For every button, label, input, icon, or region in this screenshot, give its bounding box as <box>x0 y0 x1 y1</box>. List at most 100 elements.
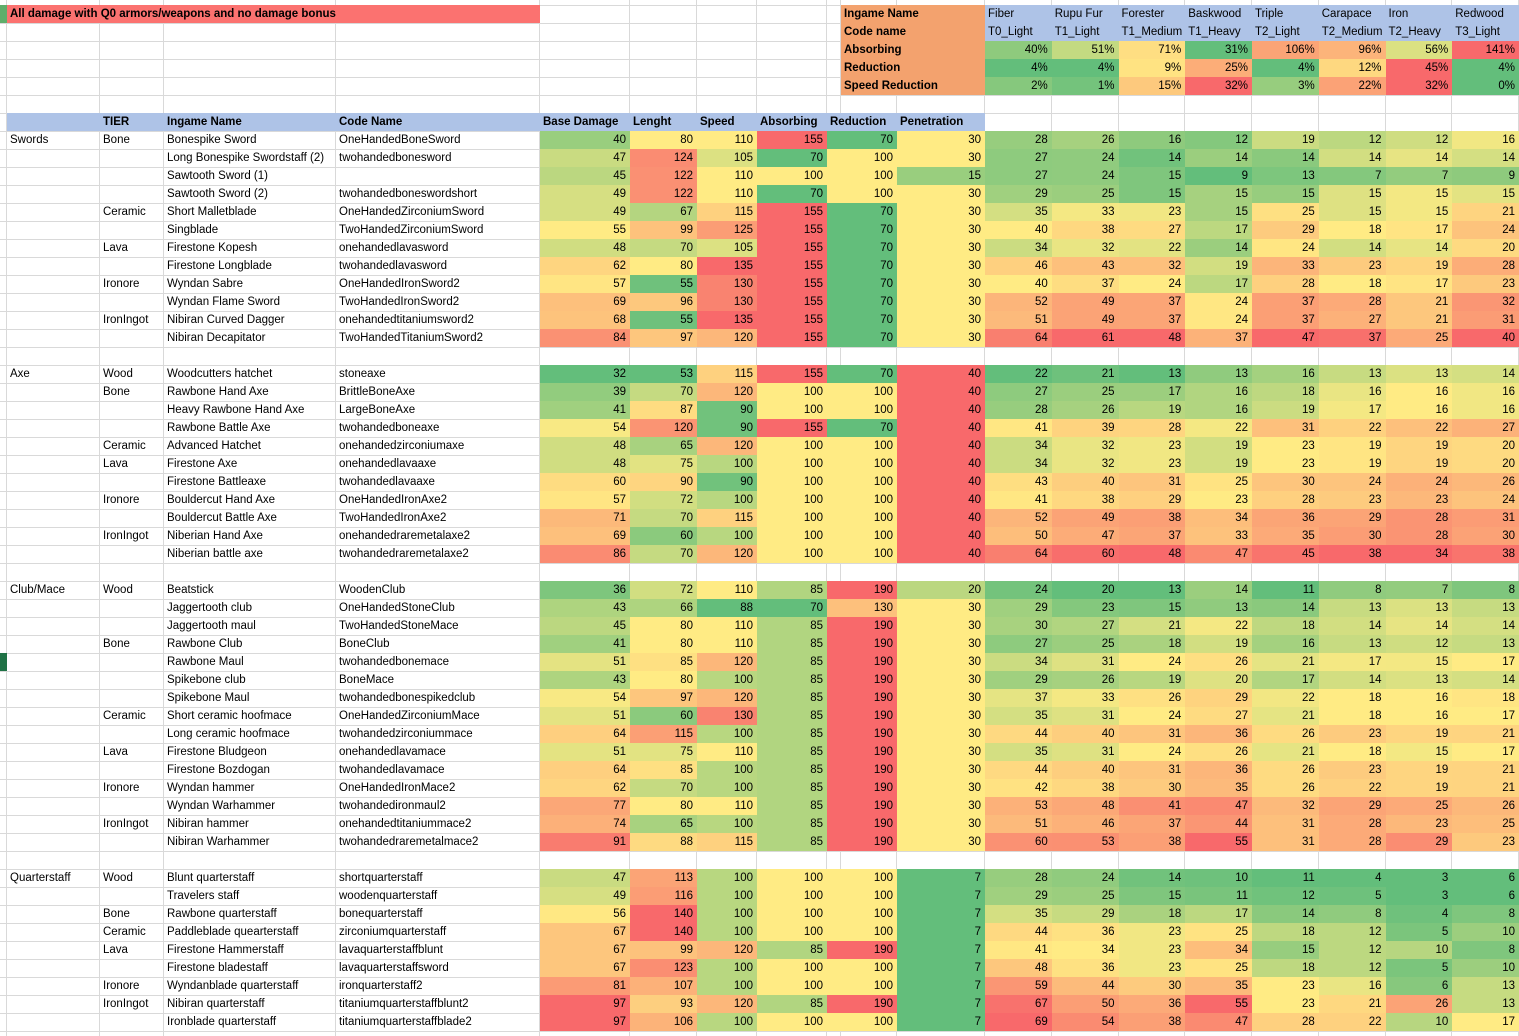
weapon-stat-value[interactable]: 110 <box>697 185 757 203</box>
armor-reduction-value[interactable]: 45% <box>1385 59 1453 77</box>
weapon-damage-value[interactable]: 13 <box>1118 581 1186 599</box>
weapon-stat-value[interactable]: 45 <box>540 167 630 185</box>
weapon-stat-value[interactable]: 155 <box>757 293 827 311</box>
weapon-stat-value[interactable]: 100 <box>757 437 827 455</box>
weapon-code[interactable]: BrittleBoneAxe <box>339 386 416 398</box>
weapon-damage-value[interactable]: 28 <box>1252 275 1319 293</box>
weapon-damage-value[interactable]: 31 <box>1452 311 1519 329</box>
weapon-stat-value[interactable]: 100 <box>827 185 897 203</box>
weapon-damage-value[interactable]: 14 <box>1318 149 1386 167</box>
weapon-damage-value[interactable]: 10 <box>1385 1013 1453 1031</box>
weapon-damage-value[interactable]: 61 <box>1051 329 1119 347</box>
weapon-damage-value[interactable]: 18 <box>1118 635 1186 653</box>
weapon-stat-value[interactable]: 70 <box>827 311 897 329</box>
weapon-damage-value[interactable]: 16 <box>1185 401 1252 419</box>
weapon-damage-value[interactable]: 12 <box>1318 923 1386 941</box>
weapon-code[interactable]: ironquarterstaff2 <box>339 980 423 992</box>
weapon-damage-value[interactable]: 24 <box>985 581 1052 599</box>
weapon-damage-value[interactable]: 52 <box>985 509 1052 527</box>
weapon-code[interactable]: lavaquarterstaffblunt <box>339 944 443 956</box>
weapon-damage-value[interactable]: 64 <box>985 329 1052 347</box>
armor-name[interactable]: Forester <box>1118 5 1186 23</box>
weapon-name[interactable]: Sawtooth Sword (1) <box>167 170 268 182</box>
weapon-damage-value[interactable]: 15 <box>1318 203 1386 221</box>
weapon-stat-value[interactable]: 30 <box>897 185 985 203</box>
weapon-damage-value[interactable]: 37 <box>1118 815 1186 833</box>
weapon-name[interactable]: Firestone Axe <box>167 458 238 470</box>
weapon-tier[interactable]: Wood <box>103 584 133 596</box>
weapon-damage-value[interactable]: 24 <box>1385 473 1453 491</box>
weapon-damage-value[interactable]: 8 <box>1452 581 1519 599</box>
armor-absorbing-value[interactable]: 141% <box>1452 41 1519 59</box>
weapon-damage-value[interactable]: 33 <box>1185 527 1252 545</box>
weapon-damage-value[interactable]: 35 <box>1252 527 1319 545</box>
weapon-damage-value[interactable]: 35 <box>985 743 1052 761</box>
weapon-damage-value[interactable]: 24 <box>1051 869 1119 887</box>
weapon-damage-value[interactable]: 16 <box>1252 365 1319 383</box>
weapon-damage-value[interactable]: 28 <box>1252 1013 1319 1031</box>
weapon-stat-value[interactable]: 97 <box>630 689 697 707</box>
weapon-damage-value[interactable]: 21 <box>1385 311 1453 329</box>
weapon-damage-value[interactable]: 17 <box>1185 221 1252 239</box>
weapon-code[interactable]: OneHandedIronSword2 <box>339 278 460 290</box>
weapon-stat-value[interactable]: 30 <box>897 293 985 311</box>
weapon-stat-value[interactable]: 116 <box>630 887 697 905</box>
weapon-stat-value[interactable]: 106 <box>630 1013 697 1031</box>
weapon-stat-value[interactable]: 70 <box>757 149 827 167</box>
weapon-stat-value[interactable]: 100 <box>827 527 897 545</box>
weapon-stat-value[interactable]: 100 <box>757 473 827 491</box>
weapon-stat-value[interactable]: 155 <box>757 131 827 149</box>
weapon-damage-value[interactable]: 38 <box>1118 1013 1186 1031</box>
weapon-damage-value[interactable]: 29 <box>1252 221 1319 239</box>
weapon-damage-value[interactable]: 26 <box>1051 131 1119 149</box>
weapon-stat-value[interactable]: 70 <box>630 383 697 401</box>
weapon-damage-value[interactable]: 23 <box>1385 815 1453 833</box>
weapon-damage-value[interactable]: 28 <box>1252 491 1319 509</box>
weapon-stat-value[interactable]: 70 <box>630 509 697 527</box>
weapon-stat-value[interactable]: 100 <box>827 869 897 887</box>
weapon-stat-value[interactable]: 47 <box>540 149 630 167</box>
weapon-stat-value[interactable]: 100 <box>827 977 897 995</box>
weapon-damage-value[interactable]: 38 <box>1318 545 1386 563</box>
weapon-damage-value[interactable]: 23 <box>1318 761 1386 779</box>
weapon-name[interactable]: Rawbone quarterstaff <box>167 908 277 920</box>
weapon-stat-value[interactable]: 40 <box>897 545 985 563</box>
weapon-damage-value[interactable]: 35 <box>1185 977 1252 995</box>
weapon-damage-value[interactable]: 41 <box>985 941 1052 959</box>
weapon-name[interactable]: Firestone bladestaff <box>167 962 268 974</box>
weapon-damage-value[interactable]: 34 <box>985 437 1052 455</box>
weapon-stat-value[interactable]: 40 <box>897 401 985 419</box>
weapon-stat-value[interactable]: 85 <box>757 635 827 653</box>
weapon-damage-value[interactable]: 12 <box>1252 887 1319 905</box>
weapon-damage-value[interactable]: 48 <box>1051 797 1119 815</box>
section-label[interactable]: Quarterstaff <box>10 872 71 884</box>
weapon-damage-value[interactable]: 22 <box>1118 239 1186 257</box>
weapon-damage-value[interactable]: 18 <box>1252 959 1319 977</box>
weapon-damage-value[interactable]: 28 <box>985 401 1052 419</box>
weapon-damage-value[interactable]: 14 <box>1385 149 1453 167</box>
weapon-name[interactable]: Blunt quarterstaff <box>167 872 255 884</box>
weapon-damage-value[interactable]: 18 <box>1318 707 1386 725</box>
weapon-stat-value[interactable]: 135 <box>697 257 757 275</box>
weapon-stat-value[interactable]: 70 <box>757 185 827 203</box>
weapon-damage-value[interactable]: 44 <box>1185 815 1252 833</box>
weapon-stat-value[interactable]: 130 <box>827 599 897 617</box>
weapon-damage-value[interactable]: 30 <box>985 617 1052 635</box>
weapon-stat-value[interactable]: 70 <box>827 257 897 275</box>
weapon-damage-value[interactable]: 42 <box>985 779 1052 797</box>
weapon-damage-value[interactable]: 21 <box>1452 779 1519 797</box>
weapon-damage-value[interactable]: 8 <box>1452 941 1519 959</box>
armor-name[interactable]: Fiber <box>985 5 1052 23</box>
weapon-stat-value[interactable]: 120 <box>697 383 757 401</box>
weapon-name[interactable]: Bonespike Sword <box>167 134 257 146</box>
weapon-tier[interactable]: Ironore <box>103 278 140 290</box>
column-header[interactable]: Reduction <box>830 116 887 128</box>
weapon-damage-value[interactable]: 40 <box>985 221 1052 239</box>
weapon-damage-value[interactable]: 41 <box>1118 797 1186 815</box>
weapon-damage-value[interactable]: 16 <box>1385 401 1453 419</box>
weapon-stat-value[interactable]: 100 <box>697 815 757 833</box>
weapon-stat-value[interactable]: 80 <box>630 257 697 275</box>
weapon-stat-value[interactable]: 190 <box>827 725 897 743</box>
weapon-damage-value[interactable]: 34 <box>1051 941 1119 959</box>
weapon-damage-value[interactable]: 17 <box>1385 275 1453 293</box>
